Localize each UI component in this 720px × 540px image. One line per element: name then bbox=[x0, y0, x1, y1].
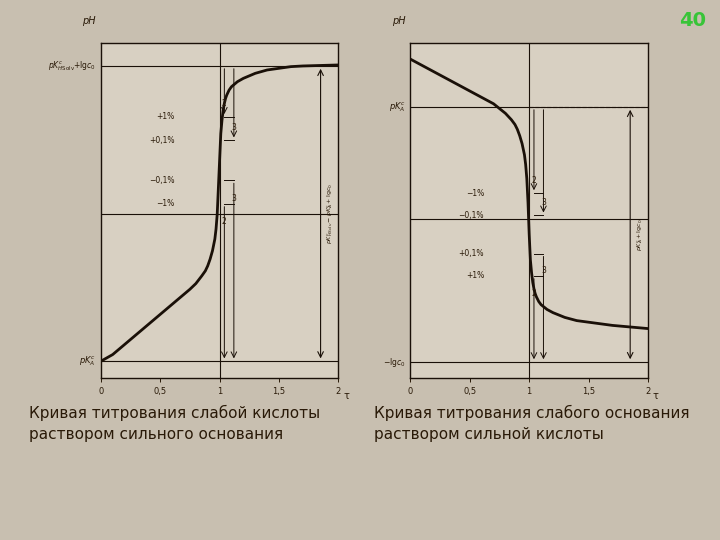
Text: pH: pH bbox=[392, 16, 405, 26]
Text: 3: 3 bbox=[541, 266, 546, 275]
Text: $pK^c_A$: $pK^c_A$ bbox=[389, 100, 405, 114]
Text: $pK^c_{H\mathrm{Solv}}$+lg$c_0$: $pK^c_{H\mathrm{Solv}}$+lg$c_0$ bbox=[48, 59, 96, 73]
Text: +1%: +1% bbox=[156, 112, 174, 122]
Text: +1%: +1% bbox=[466, 272, 484, 280]
Text: −1%: −1% bbox=[466, 188, 484, 198]
Text: +0,1%: +0,1% bbox=[459, 249, 484, 258]
Text: τ: τ bbox=[343, 392, 349, 401]
Text: −1%: −1% bbox=[156, 199, 174, 208]
Text: 3: 3 bbox=[541, 198, 546, 207]
Text: 2: 2 bbox=[222, 99, 227, 109]
Text: $-\mathrm{lg}c_0$: $-\mathrm{lg}c_0$ bbox=[383, 355, 405, 369]
Text: $pK^c_A$: $pK^c_A$ bbox=[79, 354, 96, 368]
Text: $pK^c_A+\mathrm{lg}c_0$: $pK^c_A+\mathrm{lg}c_0$ bbox=[635, 218, 644, 251]
Text: 2: 2 bbox=[531, 289, 536, 298]
Text: 3: 3 bbox=[231, 194, 236, 203]
Text: $pK^c_{HSolv}-pK^c_A+\mathrm{lg}c_0$: $pK^c_{HSolv}-pK^c_A+\mathrm{lg}c_0$ bbox=[325, 183, 335, 244]
Text: pH: pH bbox=[82, 16, 96, 26]
Text: −0,1%: −0,1% bbox=[459, 211, 484, 220]
Text: 3: 3 bbox=[231, 123, 236, 132]
Text: Кривая титрования слабого основания
раствором сильной кислоты: Кривая титрования слабого основания раст… bbox=[374, 405, 690, 442]
Text: −0,1%: −0,1% bbox=[149, 176, 174, 185]
Text: 2: 2 bbox=[531, 176, 536, 185]
Text: τ: τ bbox=[653, 392, 659, 401]
Text: 40: 40 bbox=[679, 11, 706, 30]
Text: 2: 2 bbox=[222, 217, 227, 226]
Text: Кривая титрования слабой кислоты
раствором сильного основания: Кривая титрования слабой кислоты раствор… bbox=[29, 405, 320, 442]
Text: +0,1%: +0,1% bbox=[149, 136, 174, 145]
